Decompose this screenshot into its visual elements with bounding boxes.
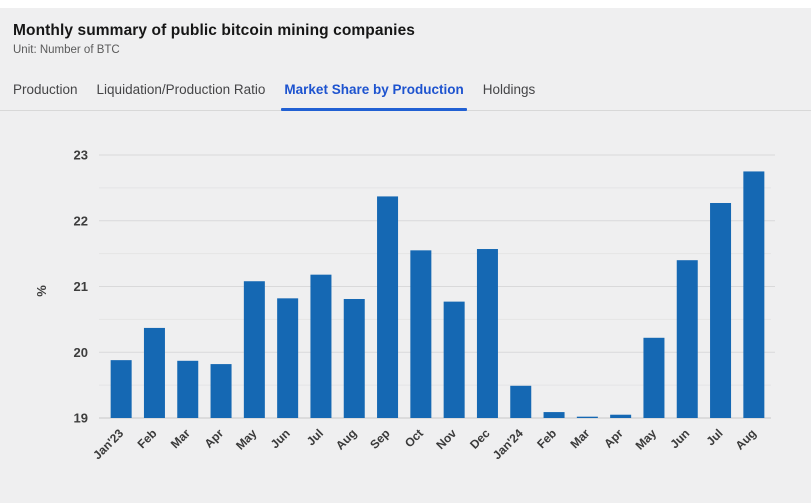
y-axis-tick-label: 20 [74,345,88,360]
tab-liquidation-production-ratio[interactable]: Liquidation/Production Ratio [96,82,266,97]
bar-mar[interactable] [576,416,598,418]
chart-tab-bar: Production Liquidation/Production Ratio … [0,82,811,111]
bar-nov[interactable] [443,301,465,418]
tab-market-share-by-production[interactable]: Market Share by Production [281,82,468,111]
tab-holdings[interactable]: Holdings [482,82,536,97]
x-axis-tick-label: Jun [268,426,293,451]
x-axis-tick-label: May [633,426,660,453]
x-axis-tick-label: Sep [367,426,392,451]
y-axis-tick-label: 22 [74,213,88,228]
page-subtitle: Unit: Number of BTC [13,44,120,56]
bar-may[interactable] [643,337,665,418]
bar-aug[interactable] [343,298,365,418]
top-white-strip [0,0,811,8]
page-title: Monthly summary of public bitcoin mining… [13,22,416,39]
x-axis-tick-label: Aug [333,426,359,452]
page-header: Monthly summary of public bitcoin mining… [0,8,811,56]
x-axis-tick-label: Dec [467,426,493,452]
y-axis-tick-label: 21 [74,279,88,294]
bar-sep[interactable] [377,196,399,418]
bar-apr[interactable] [610,414,632,418]
x-axis-tick-label: Jan'24 [490,426,526,462]
x-axis-tick-label: Aug [733,426,759,452]
x-axis-tick-label: Jun [667,426,692,451]
bar-mar[interactable] [177,360,199,418]
bar-oct[interactable] [410,250,432,418]
bar-jan24[interactable] [510,385,532,418]
x-axis-tick-label: Mar [567,426,592,451]
bar-feb[interactable] [543,412,565,418]
x-axis-tick-label: Apr [202,426,227,451]
y-axis-tick-label: 23 [74,148,88,163]
bar-jun[interactable] [676,260,698,418]
x-axis-tick-label: Apr [601,426,626,451]
x-axis-tick-label: Jul [704,426,726,448]
bar-aug[interactable] [743,171,765,418]
tab-production[interactable]: Production [13,82,78,97]
x-axis-tick-label: Nov [433,426,459,452]
dashboard-panel: Monthly summary of public bitcoin mining… [0,8,811,503]
x-axis-tick-label: Feb [135,426,160,451]
bar-feb[interactable] [143,327,165,418]
x-axis-tick-label: May [233,426,260,453]
x-axis-tick-label: Jan'23 [90,426,126,462]
bar-jun[interactable] [277,298,299,418]
y-axis-tick-label: 19 [74,411,88,426]
y-axis-title: % [34,285,49,297]
bar-may[interactable] [243,281,265,418]
x-axis-tick-label: Oct [402,426,426,450]
bar-jul[interactable] [710,202,732,418]
bar-apr[interactable] [210,364,232,418]
bar-jan23[interactable] [110,360,132,418]
x-axis-tick-label: Mar [168,426,193,451]
x-axis-tick-label: Feb [534,426,559,451]
bar-dec[interactable] [476,249,498,418]
x-axis-tick-label: Jul [304,426,326,448]
bar-jul[interactable] [310,274,332,418]
